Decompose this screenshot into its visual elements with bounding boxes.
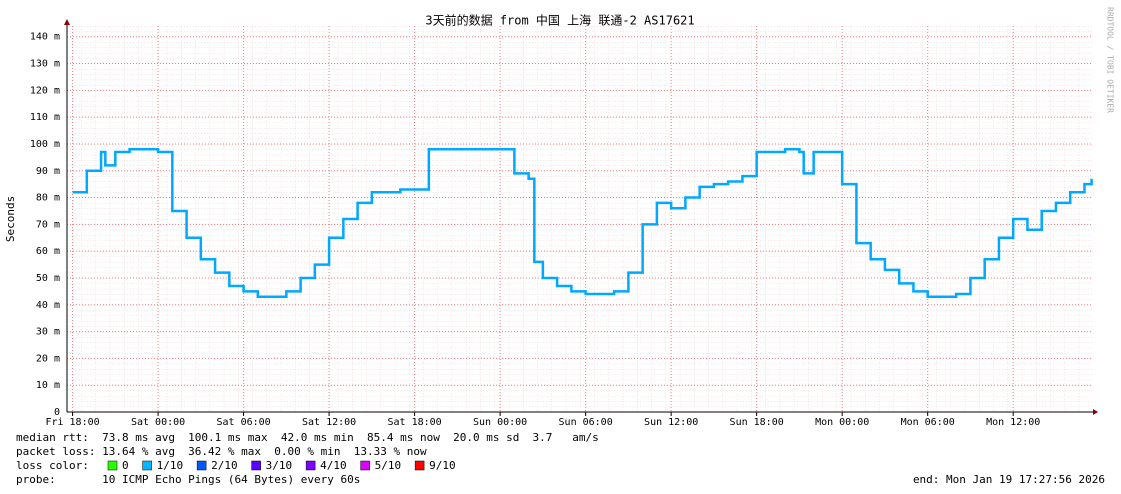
x-tick-label: Sun 06:00 bbox=[559, 417, 613, 428]
legend-swatch bbox=[107, 460, 118, 471]
y-arrow bbox=[64, 19, 70, 25]
probe-info: probe: 10 ICMP Echo Pings (64 Bytes) eve… bbox=[16, 473, 360, 486]
x-tick-label: Sat 18:00 bbox=[388, 417, 442, 428]
x-tick-label: Mon 12:00 bbox=[986, 417, 1040, 428]
legend-label: 2/10 bbox=[211, 459, 238, 472]
x-tick-label: Sun 00:00 bbox=[473, 417, 527, 428]
y-tick-label: 50 m bbox=[36, 273, 60, 284]
legend: 0 1/10 2/10 3/10 4/10 5/10 9/10 bbox=[107, 459, 456, 472]
y-tick-label: 80 m bbox=[36, 193, 60, 204]
y-tick-label: 60 m bbox=[36, 246, 60, 257]
loss-stats: packet loss: 13.64 % avg 36.42 % max 0.0… bbox=[16, 445, 427, 458]
watermark: RRDTOOL / TOBI OETIKER bbox=[1106, 7, 1115, 113]
legend-label: 1/10 bbox=[157, 459, 184, 472]
end-time: end: Mon Jan 19 17:27:56 2026 bbox=[913, 473, 1105, 486]
x-tick-label: Mon 00:00 bbox=[815, 417, 869, 428]
y-tick-label: 130 m bbox=[30, 59, 60, 70]
y-tick-label: 20 m bbox=[36, 353, 60, 364]
y-tick-label: 70 m bbox=[36, 219, 60, 230]
y-tick-label: 0 bbox=[54, 407, 60, 418]
x-tick-label: Sun 18:00 bbox=[730, 417, 784, 428]
y-tick-label: 10 m bbox=[36, 380, 60, 391]
plot bbox=[67, 26, 1093, 413]
y-tick-label: 40 m bbox=[36, 300, 60, 311]
legend-label: 5/10 bbox=[375, 459, 402, 472]
legend-swatch bbox=[196, 460, 207, 471]
minor-grid bbox=[67, 26, 1093, 412]
x-tick-label: Sun 12:00 bbox=[644, 417, 698, 428]
x-arrow bbox=[1093, 409, 1098, 415]
legend-swatch bbox=[360, 460, 370, 471]
legend-label: 3/10 bbox=[266, 459, 293, 472]
loss-color-label: loss color: bbox=[16, 459, 89, 472]
legend-label: 4/10 bbox=[320, 459, 347, 472]
legend-swatch bbox=[305, 460, 316, 471]
median-stats: median rtt: 73.8 ms avg 100.1 ms max 42.… bbox=[16, 431, 599, 444]
x-tick-label: Sat 06:00 bbox=[216, 417, 270, 428]
x-tick-label: Fri 18:00 bbox=[45, 417, 99, 428]
x-tick-label: Sat 00:00 bbox=[131, 417, 185, 428]
x-tick-label: Sat 12:00 bbox=[302, 417, 356, 428]
y-tick-label: 100 m bbox=[30, 139, 60, 150]
y-tick-label: 90 m bbox=[36, 166, 60, 177]
y-tick-label: 110 m bbox=[30, 112, 60, 123]
chart-title: 3天前的数据 from 中国 上海 联通-2 AS17621 bbox=[425, 13, 694, 28]
legend-swatch bbox=[414, 460, 425, 471]
y-tick-label: 120 m bbox=[30, 85, 60, 96]
y-tick-label: 140 m bbox=[30, 32, 60, 43]
legend-swatch bbox=[251, 460, 261, 471]
legend-label: 9/10 bbox=[429, 459, 456, 472]
legend-label: 0 bbox=[122, 459, 129, 472]
median-line bbox=[72, 148, 1093, 298]
x-tick-label: Mon 06:00 bbox=[901, 417, 955, 428]
y-axis-label: Seconds bbox=[4, 196, 17, 242]
y-tick-label: 30 m bbox=[36, 327, 60, 338]
legend-swatch bbox=[142, 460, 152, 471]
